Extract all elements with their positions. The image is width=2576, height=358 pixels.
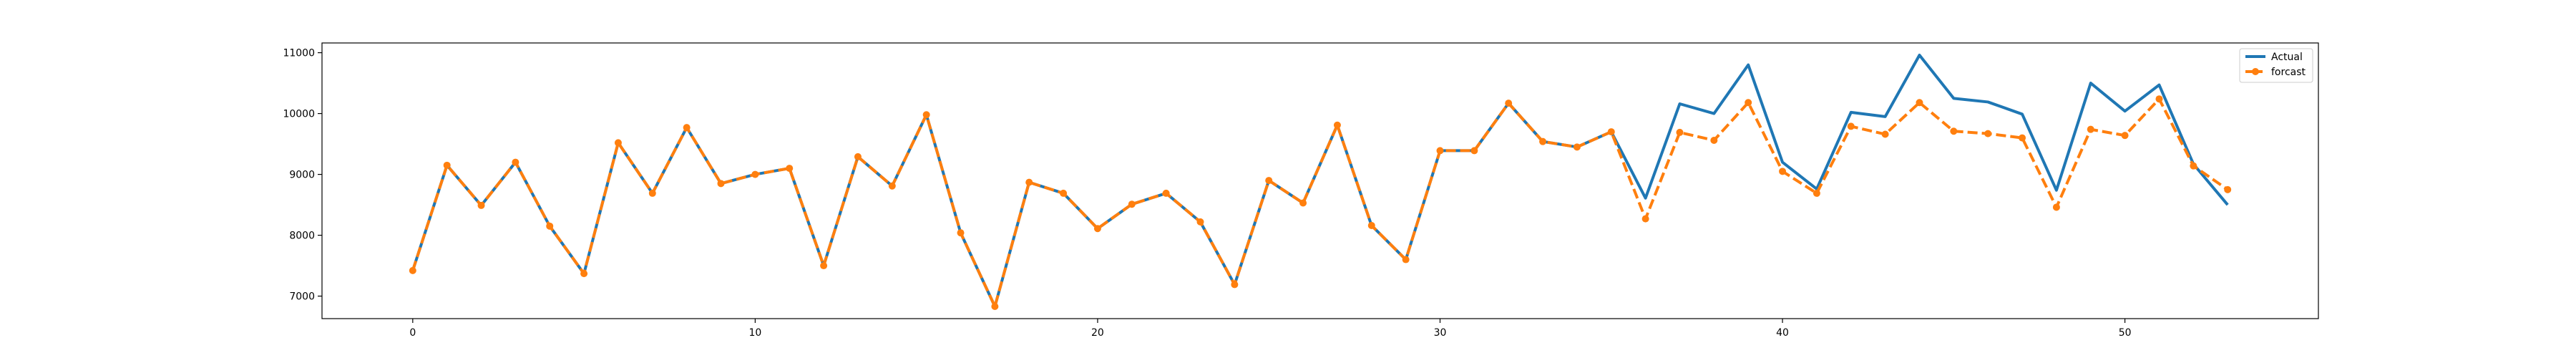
data-point-forcast — [443, 161, 451, 169]
data-point-forcast — [854, 153, 862, 160]
data-point-forcast — [2155, 95, 2163, 103]
x-tick-label: 10 — [748, 327, 761, 339]
x-tick-label: 40 — [1776, 327, 1789, 339]
legend-actual-label: Actual — [2271, 52, 2303, 63]
y-tick-label: 7000 — [289, 291, 315, 303]
data-point-forcast — [957, 229, 965, 237]
data-point-forcast — [1231, 281, 1239, 289]
data-point-forcast — [1367, 221, 1375, 229]
data-point-forcast — [1607, 128, 1615, 136]
y-axis: 7000 8000 9000 10000 11000 — [283, 48, 322, 303]
series-line-forcast — [411, 97, 2229, 308]
legend-forcast-label: forcast — [2271, 67, 2306, 78]
data-point-forcast — [1162, 189, 1170, 197]
data-point-forcast — [991, 303, 999, 311]
data-point-forcast — [1676, 128, 1684, 136]
data-point-forcast — [1128, 200, 1136, 208]
data-point-forcast — [1333, 121, 1341, 129]
x-axis: 0 10 20 30 40 50 — [409, 319, 2132, 339]
data-point-forcast — [888, 182, 896, 190]
data-point-forcast — [546, 222, 554, 230]
plot-area — [322, 43, 2318, 319]
x-tick-label: 30 — [1434, 327, 1447, 339]
data-point-forcast — [1025, 178, 1033, 186]
data-point-forcast — [751, 170, 759, 178]
legend-forcast-marker — [2252, 68, 2259, 75]
data-point-forcast — [1573, 143, 1581, 151]
data-point-forcast — [717, 180, 725, 188]
y-tick-label: 9000 — [289, 170, 315, 181]
data-point-forcast — [786, 165, 794, 173]
x-tick-label: 20 — [1091, 327, 1104, 339]
y-tick-label: 10000 — [283, 109, 315, 120]
data-point-forcast — [1505, 100, 1513, 107]
data-point-forcast — [1196, 218, 1204, 226]
data-point-forcast — [1265, 177, 1273, 185]
data-point-forcast — [1470, 147, 1478, 155]
data-point-forcast — [1436, 147, 1444, 155]
data-point-forcast — [1916, 99, 1923, 107]
data-point-forcast — [477, 201, 485, 209]
data-point-forcast — [614, 139, 622, 147]
x-tick-label: 50 — [2119, 327, 2132, 339]
data-point-forcast — [1847, 122, 1855, 130]
data-point-forcast — [1813, 189, 1820, 197]
data-point-forcast — [648, 189, 656, 197]
data-point-forcast — [1950, 127, 1958, 135]
data-point-forcast — [1779, 168, 1787, 175]
data-point-forcast — [1299, 199, 1307, 207]
data-point-forcast — [409, 266, 416, 274]
data-point-forcast — [1060, 189, 1068, 197]
data-point-forcast — [580, 270, 588, 278]
series-layer — [409, 54, 2232, 311]
axes-frame — [321, 42, 2319, 319]
data-point-forcast — [2087, 125, 2094, 133]
x-tick-label: 0 — [409, 327, 416, 339]
data-point-forcast — [2224, 185, 2232, 193]
data-point-forcast — [1745, 99, 1752, 107]
data-point-forcast — [1641, 215, 1649, 223]
data-point-forcast — [1402, 256, 1410, 263]
data-point-forcast — [683, 124, 691, 132]
data-point-forcast — [1881, 130, 1889, 138]
data-point-forcast — [2052, 203, 2060, 211]
data-point-forcast — [2019, 134, 2026, 142]
data-point-forcast — [512, 158, 519, 166]
data-point-forcast — [1539, 137, 1547, 145]
data-point-forcast — [1984, 130, 1992, 137]
data-point-forcast — [1710, 136, 1718, 144]
data-point-forcast — [2190, 162, 2197, 170]
data-point-forcast — [1093, 225, 1101, 233]
y-tick-label: 8000 — [289, 231, 315, 242]
legend: Actual forcast — [2239, 48, 2313, 83]
data-point-forcast — [2121, 132, 2129, 140]
y-tick-label: 11000 — [283, 48, 315, 59]
data-point-forcast — [922, 111, 930, 119]
data-point-forcast — [820, 262, 828, 270]
